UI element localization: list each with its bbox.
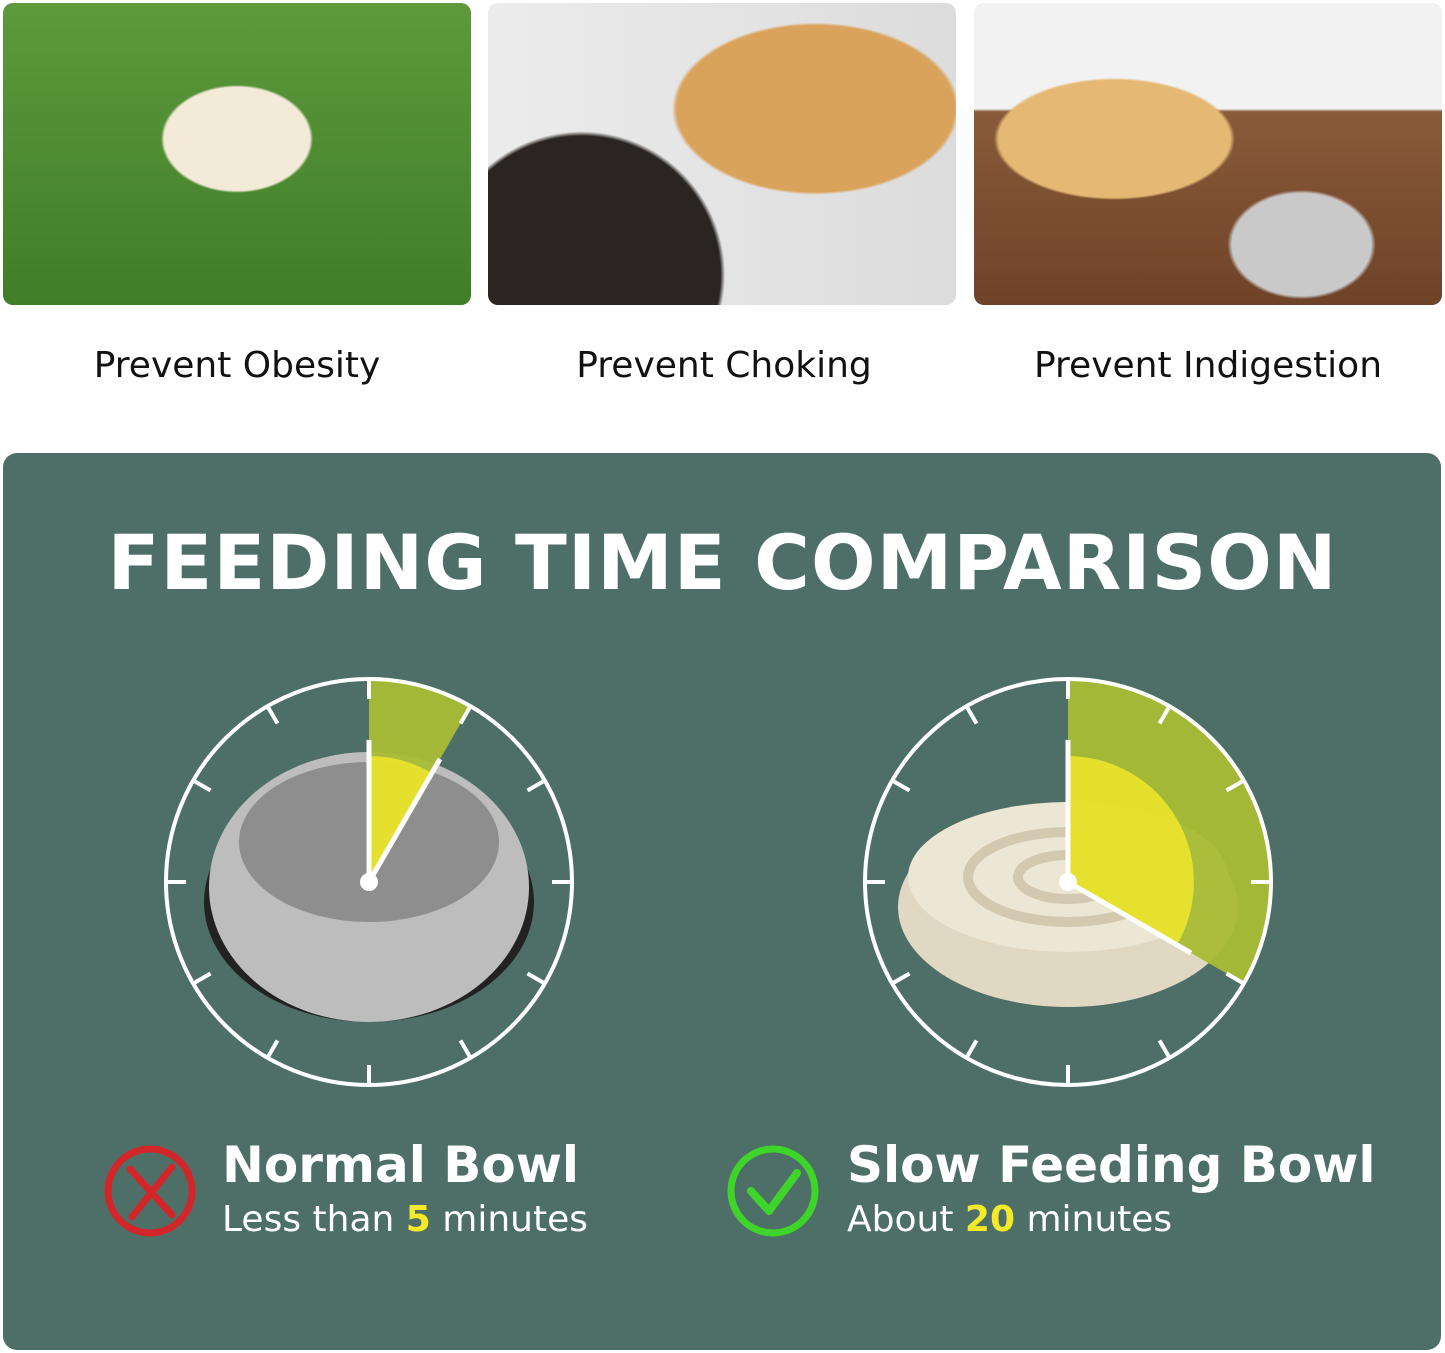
x-circle-icon bbox=[104, 1145, 196, 1237]
clock-tick bbox=[964, 705, 979, 725]
clock-tick bbox=[1225, 971, 1245, 986]
clock-tick bbox=[192, 778, 212, 793]
comparison-title: FEEDING TIME COMPARISON bbox=[107, 518, 1338, 607]
clock-tick bbox=[458, 1039, 473, 1059]
time-value: 5 bbox=[405, 1199, 431, 1240]
time-prefix: About bbox=[847, 1199, 965, 1240]
clock-tick bbox=[526, 971, 546, 986]
normal-bowl-label: Normal Bowl Less than 5 minutes bbox=[222, 1135, 588, 1245]
photo-dog-indigestion bbox=[974, 3, 1442, 305]
photo-dog-choking bbox=[488, 3, 956, 305]
slow-bowl-time: About 20 minutes bbox=[847, 1195, 1376, 1245]
normal-bowl-clock bbox=[164, 677, 574, 1087]
photo-obese-pug bbox=[3, 3, 471, 305]
clock-tick bbox=[891, 971, 911, 986]
slow-bowl-title: Slow Feeding Bowl bbox=[847, 1136, 1376, 1194]
normal-bowl-time: Less than 5 minutes bbox=[222, 1195, 588, 1245]
clock-tick bbox=[458, 705, 473, 725]
time-suffix: minutes bbox=[1015, 1199, 1173, 1240]
clock-hand-end bbox=[366, 757, 443, 884]
slow-bowl-clock bbox=[863, 677, 1273, 1087]
time-value: 20 bbox=[964, 1199, 1015, 1240]
clock-tick bbox=[1157, 1039, 1172, 1059]
caption-prevent-choking: Prevent Choking bbox=[576, 345, 872, 386]
normal-bowl-title: Normal Bowl bbox=[222, 1136, 580, 1194]
caption-prevent-indigestion: Prevent Indigestion bbox=[1033, 345, 1383, 386]
clock-tick bbox=[526, 778, 546, 793]
clock-tick bbox=[265, 1039, 280, 1059]
clock-tick bbox=[1225, 778, 1245, 793]
time-prefix: Less than bbox=[222, 1199, 406, 1240]
check-circle-icon bbox=[727, 1145, 819, 1237]
caption-prevent-obesity: Prevent Obesity bbox=[93, 345, 381, 386]
clock-center bbox=[1059, 873, 1077, 891]
time-suffix: minutes bbox=[430, 1199, 589, 1240]
clock-tick bbox=[891, 778, 911, 793]
clock-tick bbox=[265, 705, 280, 725]
clock-hand-end bbox=[1066, 879, 1193, 956]
clock-center bbox=[360, 873, 378, 891]
clock-tick bbox=[192, 971, 212, 986]
clock-tick bbox=[964, 1039, 979, 1059]
clock-tick bbox=[1157, 705, 1172, 725]
slow-bowl-label: Slow Feeding Bowl About 20 minutes bbox=[847, 1135, 1376, 1245]
